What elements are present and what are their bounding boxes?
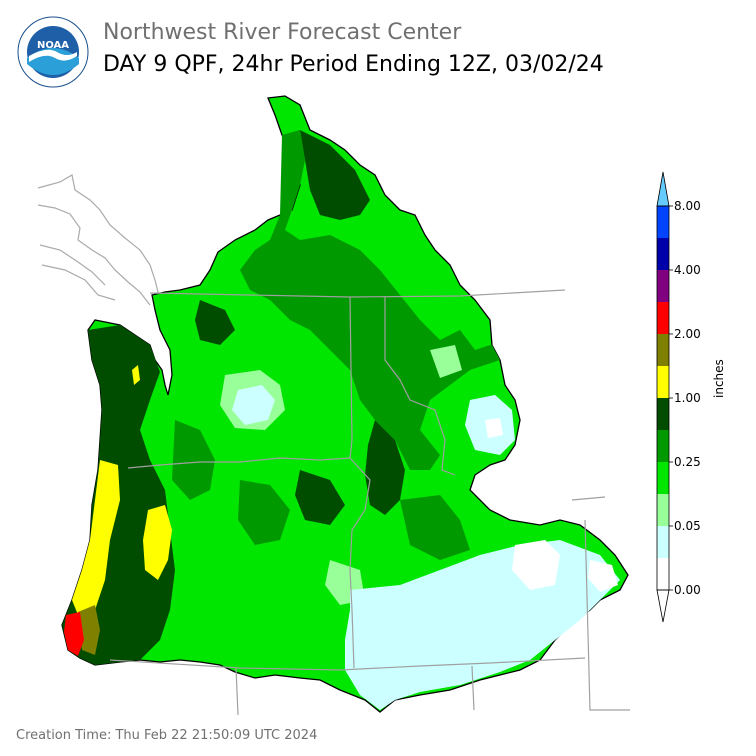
noaa-logo-text: NOAA: [37, 40, 69, 51]
tick-label: 1.00: [674, 391, 701, 405]
org-name: Northwest River Forecast Center: [103, 20, 462, 45]
moderate-precip-zones: [172, 130, 500, 560]
olive-zone: [78, 605, 100, 655]
creation-time: Creation Time: Thu Feb 22 21:50:09 UTC 2…: [16, 728, 318, 743]
tick-label: 0.25: [674, 455, 701, 469]
coastline-outline: [37, 174, 161, 306]
noaa-logo: NOAA: [17, 16, 89, 88]
extreme-precip-zone: [64, 612, 84, 656]
qpf-map: [37, 95, 630, 716]
colorbar-top-extend: [656, 171, 670, 207]
tick-label: 0.00: [674, 583, 701, 597]
colorbar-bins: [657, 206, 669, 590]
colorbar-bottom-extend: [656, 589, 670, 623]
map-title: DAY 9 QPF, 24hr Period Ending 12Z, 03/02…: [103, 52, 604, 77]
tick-label: 4.00: [674, 263, 701, 277]
tick-label: 2.00: [674, 327, 701, 341]
tick-label: 8.00: [674, 199, 701, 213]
no-precip-zones: [485, 418, 618, 592]
colorbar-ticks: [669, 205, 673, 591]
tick-label: 0.05: [674, 519, 701, 533]
legend-units: inches: [712, 359, 726, 398]
colorbar: [656, 171, 673, 623]
state-boundaries: [109, 289, 630, 716]
very-heavy-precip-zones: [72, 365, 172, 620]
